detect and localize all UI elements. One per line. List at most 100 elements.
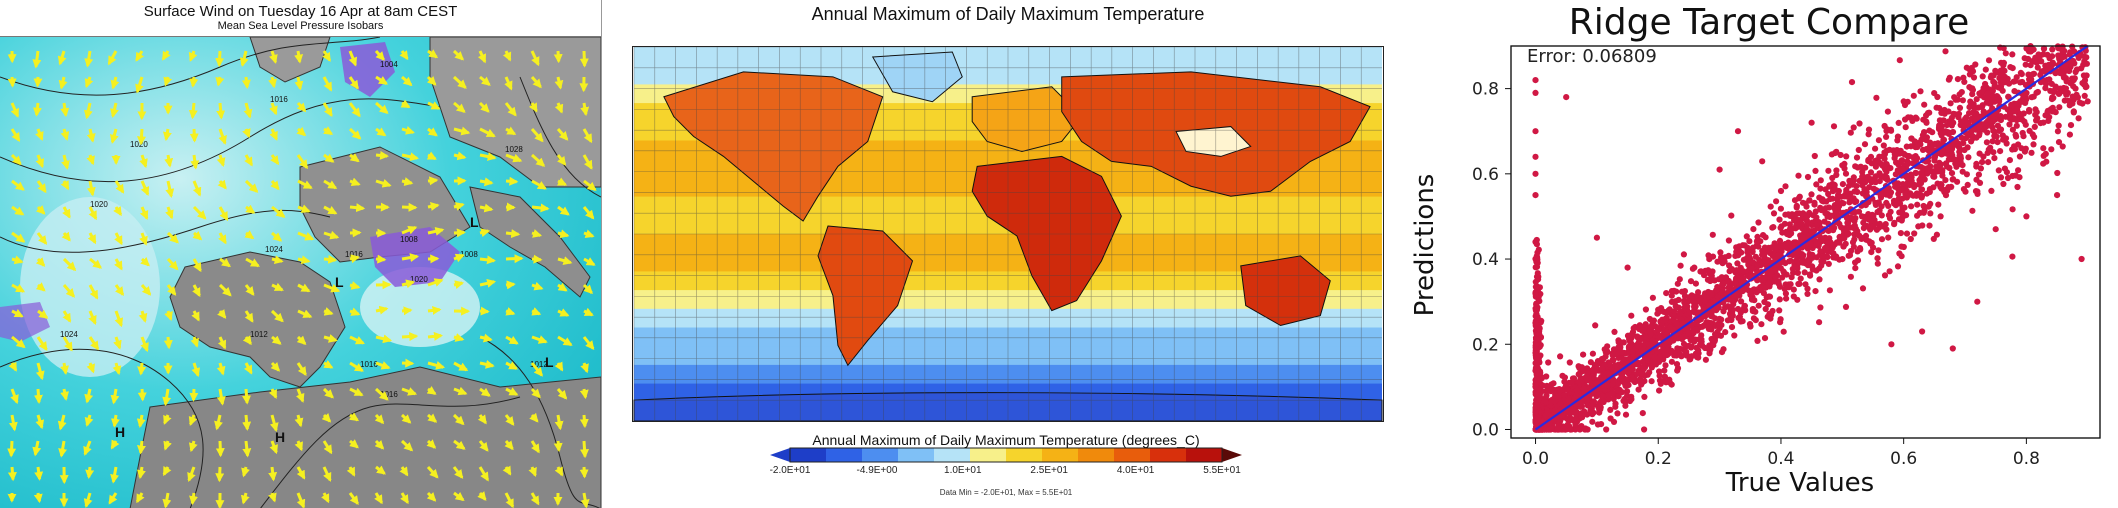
wind-arrow — [83, 492, 93, 508]
scatter-point — [1875, 247, 1882, 254]
scatter-point — [1918, 169, 1925, 177]
scatter-point — [1927, 210, 1934, 217]
scatter-point — [1765, 257, 1772, 264]
scatter-point — [1897, 187, 1904, 194]
wind-arrow — [62, 206, 71, 219]
x-tick-label: 0.4 — [1767, 449, 1794, 469]
wind-arrow — [530, 362, 543, 377]
scatter-point — [1662, 317, 1669, 324]
wind-arrow — [296, 492, 306, 508]
scatter-point — [1973, 134, 1980, 141]
scatter-point — [1642, 334, 1649, 341]
wind-arrow — [427, 101, 441, 110]
isobar-label: 1024 — [60, 330, 78, 339]
wind-arrow — [323, 334, 338, 343]
wind-arrow — [62, 284, 75, 298]
wind-arrow — [375, 465, 386, 475]
scatter-point — [1883, 133, 1890, 140]
temperature-map-title: Annual Maximum of Daily Maximum Temperat… — [811, 4, 1205, 24]
wind-arrow — [504, 440, 514, 451]
scatter-point — [1701, 344, 1709, 352]
wind-arrow — [84, 388, 94, 404]
scatter-point — [1939, 172, 1946, 179]
scatter-point — [1543, 399, 1550, 406]
scatter-point — [1641, 426, 1648, 433]
scatter-point — [1738, 298, 1745, 305]
scatter-point — [1761, 335, 1769, 342]
scatter-point — [1813, 214, 1820, 221]
wind-arrow — [85, 466, 95, 479]
wind-arrow — [528, 102, 538, 113]
wind-arrow — [323, 205, 338, 215]
wind-arrow — [452, 75, 467, 89]
wind-arrow — [32, 50, 42, 69]
wind-arrow — [216, 362, 226, 376]
wind-arrow — [244, 310, 254, 323]
wind-arrow — [140, 180, 150, 197]
wind-arrow — [375, 101, 389, 114]
scatter-point — [1938, 109, 1945, 116]
wind-arrow — [401, 306, 413, 316]
scatter-point — [1720, 280, 1727, 287]
scatter-point — [1589, 367, 1597, 374]
scatter-point — [2049, 59, 2056, 66]
wind-arrow — [453, 253, 465, 263]
scatter-point — [2006, 157, 2013, 164]
colorbar-tick-label: 5.5E+01 — [1203, 465, 1241, 476]
scatter-point — [1872, 145, 1879, 152]
wind-arrow — [162, 388, 172, 407]
scatter-point — [1942, 177, 1949, 184]
scatter-point — [1857, 163, 1864, 170]
wind-arrow — [215, 440, 225, 458]
scatter-point — [1674, 367, 1681, 374]
wind-arrow — [11, 335, 26, 349]
isobar-label: 1024 — [265, 245, 283, 254]
scatter-point — [1787, 257, 1794, 264]
scatter-point — [1959, 168, 1966, 175]
scatter-point — [1668, 381, 1675, 388]
scatter-point — [1847, 129, 1854, 136]
scatter-point — [1737, 276, 1744, 284]
scatter-point — [1755, 302, 1762, 309]
scatter-point — [1609, 381, 1616, 388]
wind-arrow — [349, 335, 365, 345]
scatter-point — [1752, 317, 1759, 324]
scatter-point — [1964, 181, 1971, 188]
scatter-point — [1997, 117, 2004, 124]
wind-arrow — [271, 255, 284, 265]
scatter-point — [1870, 223, 1877, 230]
scatter-point — [1561, 392, 1568, 399]
wind-arrow — [135, 50, 145, 62]
scatter-point — [1929, 146, 1936, 153]
wind-arrow — [163, 336, 173, 350]
wind-arrow — [505, 387, 519, 396]
scatter-point — [2034, 88, 2041, 96]
scatter-point — [1837, 193, 1844, 200]
scatter-point — [1924, 158, 1932, 165]
scatter-point — [1572, 421, 1579, 428]
wind-arrow — [188, 440, 198, 453]
wind-arrow — [323, 126, 334, 136]
wind-arrow — [114, 284, 125, 297]
wind-arrow — [109, 128, 119, 144]
scatter-point — [1984, 117, 1991, 124]
scatter-point — [1833, 148, 1840, 155]
scatter-point — [1878, 236, 1886, 243]
scatter-point — [1599, 365, 1606, 372]
scatter-point — [1767, 203, 1774, 210]
wind-arrow — [582, 206, 595, 220]
scatter-point — [1973, 163, 1980, 170]
scatter-point — [1934, 180, 1941, 187]
scatter-point — [2020, 110, 2027, 117]
scatter-point — [1776, 216, 1783, 223]
scatter-point — [1673, 320, 1680, 327]
scatter-point — [1627, 342, 1634, 349]
scatter-point — [1847, 224, 1854, 231]
scatter-point — [1718, 255, 1725, 263]
scatter-point — [1563, 94, 1570, 101]
scatter-point — [1903, 194, 1910, 201]
wind-arrow — [189, 388, 199, 402]
scatter-point — [1532, 383, 1539, 390]
wind-arrow — [579, 50, 589, 68]
wind-arrow — [89, 257, 102, 269]
